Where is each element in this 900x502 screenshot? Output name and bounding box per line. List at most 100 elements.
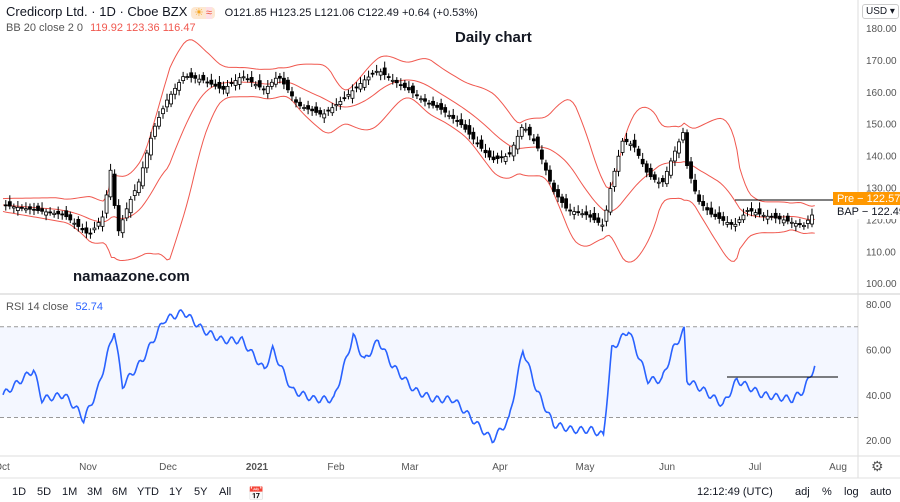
candle-body bbox=[765, 215, 770, 220]
candle-body bbox=[713, 213, 718, 217]
candle-body bbox=[693, 179, 697, 192]
candle-body bbox=[640, 158, 645, 165]
candle-body bbox=[411, 85, 415, 94]
candle-body bbox=[802, 225, 806, 227]
timeframe-3m[interactable]: 3M bbox=[87, 486, 103, 498]
candle-body bbox=[366, 76, 371, 81]
candle-body bbox=[479, 139, 484, 149]
candle-body bbox=[495, 155, 500, 160]
candle-body bbox=[793, 223, 798, 227]
candle-body bbox=[28, 206, 32, 210]
rsi-label: RSI 14 close bbox=[6, 301, 69, 313]
candle-body bbox=[741, 214, 746, 221]
candle-body bbox=[161, 108, 165, 115]
candle-body bbox=[140, 167, 145, 187]
candle-body bbox=[749, 208, 754, 212]
symbol-legend[interactable]: Credicorp Ltd. · 1D · Cboe BZX ☀ ≈ O121.8… bbox=[6, 4, 478, 19]
candle-body bbox=[612, 170, 617, 188]
candle-body bbox=[128, 198, 133, 214]
candle-body bbox=[471, 131, 476, 140]
timeframe-all[interactable]: All bbox=[219, 486, 232, 498]
candle-body bbox=[20, 206, 24, 209]
auto-toggle[interactable]: auto bbox=[870, 486, 892, 498]
candle-body bbox=[136, 181, 141, 194]
candle-body bbox=[652, 174, 657, 180]
candle-body bbox=[535, 136, 540, 149]
candle-body bbox=[52, 212, 57, 215]
adj-toggle[interactable]: adj bbox=[795, 486, 810, 498]
candle-body bbox=[112, 173, 117, 206]
timeframe-5y[interactable]: 5Y bbox=[194, 486, 208, 498]
candle-body bbox=[729, 222, 734, 225]
timeframe-1y[interactable]: 1Y bbox=[169, 486, 183, 498]
candle-body bbox=[386, 76, 391, 78]
timeframe-5d[interactable]: 5D bbox=[37, 486, 52, 498]
candle-body bbox=[15, 206, 20, 211]
candle-body bbox=[358, 83, 363, 90]
candle-body bbox=[310, 108, 315, 112]
bb-lower: 116.47 bbox=[162, 22, 196, 34]
currency-label: USD bbox=[866, 6, 888, 17]
candle-body bbox=[439, 103, 444, 110]
candle-body bbox=[96, 222, 101, 227]
candle-body bbox=[189, 72, 194, 78]
candle-body bbox=[664, 170, 669, 185]
bb-basis: 119.92 bbox=[90, 22, 123, 34]
rsi-legend[interactable]: RSI 14 close 52.74 bbox=[6, 301, 103, 313]
candle-body bbox=[104, 194, 109, 214]
candle-body bbox=[745, 210, 750, 212]
candle-body bbox=[100, 216, 105, 227]
settings-gear-icon[interactable]: ⚙ bbox=[871, 458, 884, 474]
candle-body bbox=[165, 99, 169, 108]
time-tick-label: Dec bbox=[159, 462, 177, 473]
candle-body bbox=[419, 98, 423, 101]
candle-body bbox=[568, 209, 573, 212]
timeframe-1d[interactable]: 1D bbox=[12, 486, 27, 498]
candle-body bbox=[648, 167, 653, 178]
candle-body bbox=[342, 97, 347, 100]
time-tick-label: Jun bbox=[659, 462, 675, 473]
candle-body bbox=[777, 215, 782, 220]
candle-body bbox=[92, 227, 97, 231]
candle-body bbox=[314, 106, 319, 113]
candle-body bbox=[24, 208, 28, 211]
candle-body bbox=[507, 152, 512, 155]
price-tick-label: 180.00 bbox=[866, 24, 897, 35]
candle-body bbox=[797, 223, 802, 226]
log-toggle[interactable]: log bbox=[844, 486, 859, 498]
candle-body bbox=[455, 119, 460, 122]
date-range-icon[interactable]: 📅 bbox=[248, 486, 265, 501]
rsi-line bbox=[2, 309, 816, 444]
currency-selector[interactable]: USD ▾ bbox=[862, 4, 899, 19]
candle-body bbox=[44, 211, 48, 216]
candle-body bbox=[592, 212, 597, 221]
price-tick-label: 170.00 bbox=[866, 56, 897, 67]
candle-body bbox=[213, 83, 218, 87]
candle-body bbox=[402, 82, 407, 88]
rsi-pane bbox=[0, 309, 858, 444]
candle-body bbox=[245, 78, 250, 81]
candle-body bbox=[781, 219, 786, 224]
candle-body bbox=[374, 70, 379, 73]
candle-body bbox=[467, 125, 472, 135]
candle-body bbox=[540, 149, 544, 160]
candle-body bbox=[253, 84, 258, 87]
candle-body bbox=[584, 211, 589, 216]
timeframe-6m[interactable]: 6M bbox=[112, 486, 128, 498]
time-tick-label: Aug bbox=[829, 462, 847, 473]
timeframe-1m[interactable]: 1M bbox=[62, 486, 78, 498]
candle-body bbox=[406, 87, 411, 91]
candle-body bbox=[552, 182, 556, 192]
candle-body bbox=[596, 217, 601, 223]
candle-body bbox=[302, 107, 306, 109]
candle-body bbox=[556, 189, 560, 198]
candle-body bbox=[685, 132, 689, 167]
percent-toggle[interactable]: % bbox=[822, 486, 832, 498]
ohlc-high: H123.25 bbox=[269, 7, 312, 19]
candle-body bbox=[277, 75, 282, 79]
candle-body bbox=[225, 85, 230, 94]
timeframe-ytd[interactable]: YTD bbox=[137, 486, 159, 498]
bb-legend[interactable]: BB 20 close 2 0 119.92 123.36 116.47 bbox=[6, 22, 196, 34]
candle-body bbox=[40, 208, 44, 212]
